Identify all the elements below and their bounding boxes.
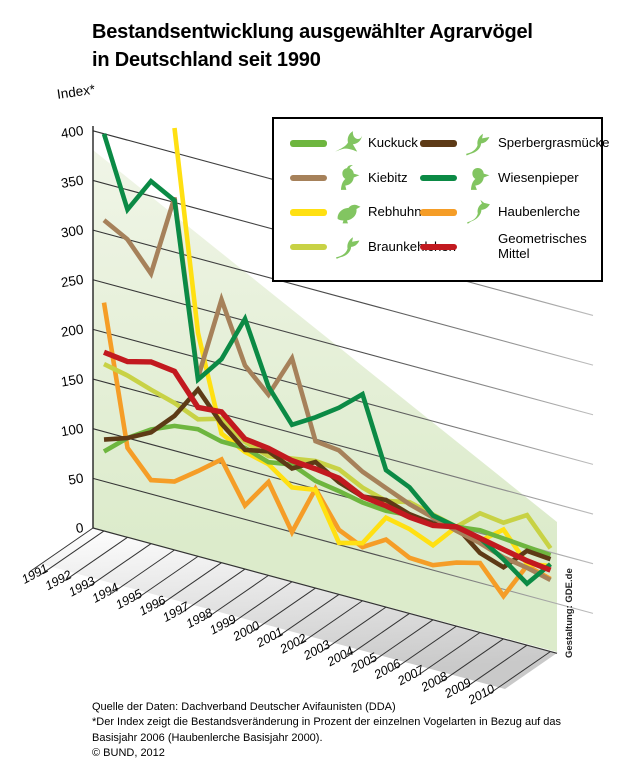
legend-item-label: Sperbergrasmücke [498, 135, 610, 150]
x-axis-tick-line [40, 530, 105, 575]
x-axis-tick-line [463, 644, 528, 690]
x-axis-tick-line [369, 619, 434, 664]
y-axis-tick-label: 350 [60, 173, 85, 191]
x-axis-tick-line [416, 632, 481, 677]
legend-item-kiebitz: Kiebitz [290, 161, 601, 196]
copyright-line: © BUND, 2012 [92, 746, 165, 759]
x-axis-tick-line [275, 594, 340, 639]
crested-lark-bird-icon [467, 200, 490, 225]
perched-whinchat-bird-icon [336, 237, 360, 259]
x-axis-tick-line [205, 574, 269, 620]
legend-swatch [420, 174, 457, 181]
y-axis-tick-label: 400 [60, 123, 85, 141]
x-axis-tick-line [393, 625, 457, 671]
gridline [92, 229, 594, 366]
legend-swatch [290, 209, 327, 216]
legend-item-label: Rebhuhn [368, 204, 422, 219]
legend-item-label: Kiebitz [368, 169, 408, 185]
y-axis-tick-label: 200 [60, 322, 85, 340]
y-axis-tick-label: 300 [60, 222, 85, 240]
x-axis-tick-line [158, 562, 222, 607]
legend-item-kuckuck: Kuckuck [290, 126, 601, 161]
design-credit: Gestaltung: GDE.de [564, 568, 575, 658]
crested-lapwing-bird-icon [340, 164, 360, 190]
legend-item-label: Haubenlerche [498, 204, 581, 219]
legend-item-geometrisches-mittel: Geometrisches Mittel [420, 230, 609, 265]
y-axis-tick-label: 50 [67, 470, 84, 487]
legend-item-rebhuhn: Rebhuhn [290, 195, 601, 230]
series-line-geometrisches-mittel [102, 349, 552, 573]
x-axis-tick-line [487, 651, 551, 696]
legend-swatch [420, 243, 457, 250]
x-axis-tick-line [322, 606, 387, 652]
y-axis-tick-label: 150 [60, 371, 85, 389]
x-axis-floor [41, 528, 557, 689]
x-axis-tick-line [440, 638, 504, 683]
series-line-kuckuck [102, 423, 552, 558]
x-axis-tick-line [87, 543, 152, 588]
footnote-line-1: *Der Index zeigt die Bestandsveränderung… [92, 716, 562, 729]
y-axis-tick-label: 250 [60, 272, 85, 290]
legend-item-label: Kuckuck [368, 135, 418, 150]
perched-warbler-bird-icon [466, 134, 490, 156]
gridline [92, 279, 594, 416]
source-line: Quelle der Daten: Dachverband Deutscher … [92, 701, 396, 713]
x-axis-tick-line [111, 549, 175, 594]
page-title: Bestandsentwicklung ausgewählter Agrarvö… [92, 18, 533, 74]
standing-pipit-bird-icon [470, 167, 490, 190]
legend-swatch [420, 209, 457, 216]
footer-note: Quelle der Daten: Dachverband Deutscher … [92, 700, 561, 761]
legend-swatch [290, 243, 327, 250]
legend-item-sperbergrasmuecke: Sperbergrasmücke [420, 126, 609, 161]
legend-swatch [420, 140, 457, 147]
legend-swatch [290, 140, 327, 147]
gridline-baseline [92, 527, 558, 654]
title-line-1: Bestandsentwicklung ausgewählter Agrarvö… [92, 21, 533, 43]
legend-item-label: Wiesenpieper [498, 169, 579, 185]
legend-item-label: Geometrisches Mittel [498, 231, 587, 261]
x-axis-tick-line [228, 581, 293, 626]
footnote-line-2: Basisjahr 2006 (Haubenlerche Basisjahr 2… [92, 731, 323, 744]
series-line-haubenlerche [101, 302, 552, 600]
x-axis-tick-line [134, 555, 199, 601]
legend-column-2: Sperbergrasmücke Wiesenpieper Haubenlerche… [420, 126, 609, 264]
y-axis-tick-label: 0 [75, 520, 85, 536]
legend-item-wiesenpieper: Wiesenpieper [420, 161, 609, 196]
x-axis-tick-line [299, 600, 363, 645]
x-axis-tick-line [346, 613, 410, 658]
partridge-bird-icon [337, 205, 361, 224]
title-line-2: in Deutschland seit 1990 [92, 49, 321, 71]
gridline [92, 328, 594, 465]
x-axis-tick-line [252, 587, 316, 632]
series-line-braunkehlchen [102, 362, 553, 550]
x-axis-corner-line [29, 527, 94, 572]
legend-swatch [290, 174, 327, 181]
y-axis-tick-label: 100 [60, 421, 85, 439]
x-axis-tick-line [181, 568, 246, 613]
legend: Kuckuck Kiebitz Rebhuhn Braunkehlchen Sperb… [272, 117, 609, 282]
x-axis-tick-line [64, 536, 128, 582]
flying-cuckoo-bird-icon [335, 131, 363, 152]
legend-item-haubenlerche: Haubenlerche [420, 195, 609, 230]
